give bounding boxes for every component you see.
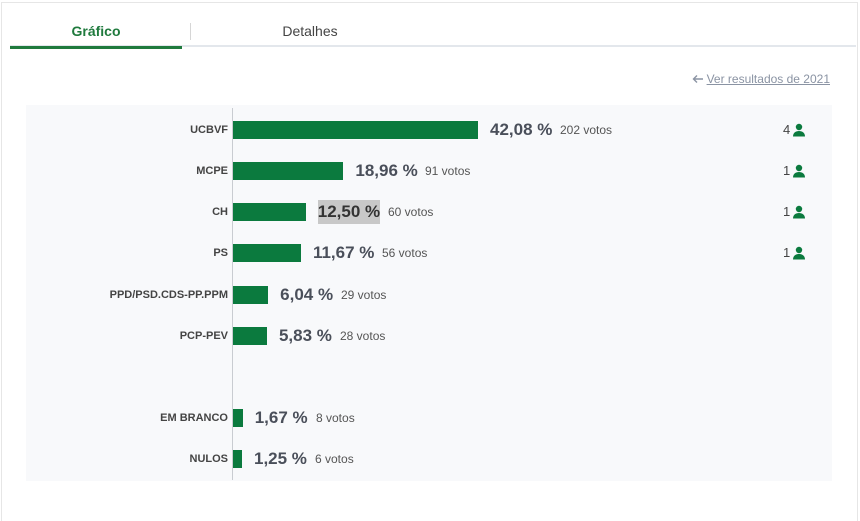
chart-axis: [232, 108, 233, 480]
party-name: EM BRANCO: [160, 412, 228, 424]
vote-bar[interactable]: [233, 450, 242, 468]
vote-count: 6 votos: [315, 452, 354, 466]
vote-percentage: 18,96 %: [355, 161, 418, 180]
vote-bar[interactable]: [233, 162, 344, 180]
party-name: PCP-PEV: [179, 330, 228, 342]
party-name: UCBVF: [190, 124, 228, 136]
result-row: UCBVF 42,08 % 202 votos 4: [0, 118, 860, 142]
result-row: MCPE 18,96 % 91 votos 1: [0, 159, 860, 183]
seats-number: 1: [783, 204, 791, 219]
seats-number: 1: [783, 163, 791, 178]
vote-percentage: 1,25 %: [254, 449, 307, 468]
tab-bar: Gráfico Detalhes: [10, 14, 856, 49]
vote-count: 28 votos: [340, 329, 386, 343]
previous-results-label: Ver resultados de 2021: [706, 72, 830, 86]
vote-percentage: 5,83 %: [278, 326, 332, 345]
vote-bar[interactable]: [233, 327, 267, 345]
party-name: PS: [213, 247, 228, 259]
tab-grafico[interactable]: Gráfico: [10, 14, 182, 49]
result-row: PS 11,67 % 56 votos 1: [0, 241, 860, 265]
vote-count: 60 votos: [388, 205, 434, 219]
result-row: EM BRANCO 1,67 % 8 votos: [0, 406, 860, 430]
vote-bar[interactable]: [233, 244, 301, 262]
seats-count: 1: [783, 200, 806, 224]
vote-bar[interactable]: [233, 409, 243, 427]
result-row: PCP-PEV 5,83 % 28 votos: [0, 324, 860, 348]
seats-number: 4: [783, 122, 791, 137]
vote-percentage: 11,67 %: [312, 243, 375, 262]
result-row: NULOS 1,25 % 6 votos: [0, 447, 860, 471]
party-name: CH: [212, 206, 228, 218]
vote-bar[interactable]: [233, 121, 478, 139]
vote-count: 91 votos: [425, 164, 471, 178]
tab-divider: [190, 23, 191, 40]
vote-count: 8 votos: [316, 411, 355, 425]
party-name: MCPE: [196, 165, 228, 177]
party-name: NULOS: [189, 453, 229, 465]
person-icon: [793, 205, 806, 219]
tab-detalhes[interactable]: Detalhes: [282, 23, 338, 39]
seats-count: 4: [783, 118, 806, 142]
vote-count: 202 votos: [560, 123, 613, 137]
vote-percentage: 6,04 %: [280, 285, 334, 304]
party-name: PPD/PSD.CDS-PP.PPM: [109, 289, 228, 301]
vote-percentage: 12,50 %: [317, 200, 381, 224]
arrow-left-icon: [692, 75, 703, 83]
seats-count: 1: [783, 241, 806, 265]
previous-results-link[interactable]: Ver resultados de 2021: [692, 72, 830, 86]
vote-percentage: 42,08 %: [490, 120, 553, 139]
person-icon: [793, 246, 806, 260]
result-row: CH 12,50 % 60 votos 1: [0, 200, 860, 224]
seats-count: 1: [783, 159, 806, 183]
vote-percentage: 1,67 %: [254, 408, 308, 427]
vote-count: 56 votos: [382, 246, 428, 260]
results-chart: [26, 105, 832, 481]
seats-number: 1: [783, 245, 791, 260]
person-icon: [793, 164, 806, 178]
vote-bar[interactable]: [233, 203, 306, 221]
result-row: PPD/PSD.CDS-PP.PPM 6,04 % 29 votos: [0, 283, 860, 307]
vote-count: 29 votos: [341, 288, 387, 302]
person-icon: [793, 123, 806, 137]
vote-bar[interactable]: [233, 286, 269, 304]
